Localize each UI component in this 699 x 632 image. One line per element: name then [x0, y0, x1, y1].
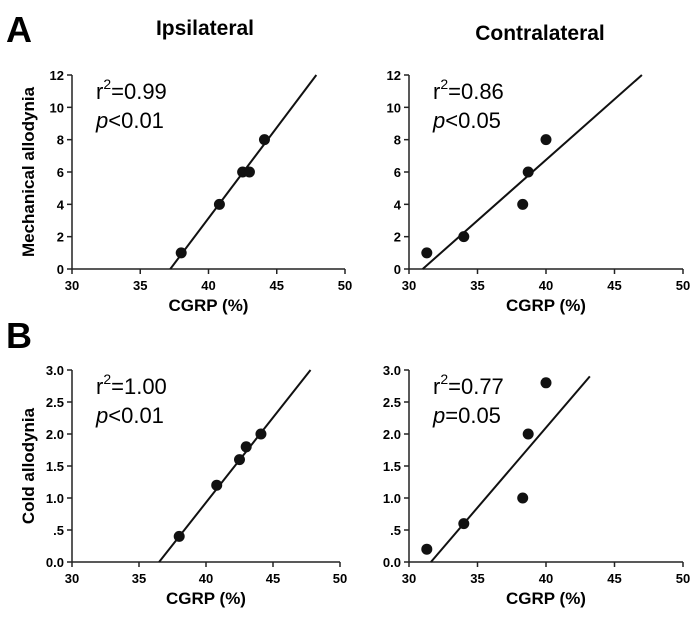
data-point: [240, 441, 252, 453]
data-point: [517, 198, 529, 210]
r-squared-label: r2=0.99: [96, 76, 167, 104]
x-tick-label: 45: [266, 571, 280, 586]
y-tick-label: 1.5: [46, 459, 64, 474]
data-point: [255, 428, 267, 440]
data-point: [421, 543, 433, 555]
y-tick-label: 2: [394, 230, 401, 245]
data-point: [458, 518, 470, 530]
y-tick-label: .5: [390, 523, 401, 538]
x-tick-label: 50: [676, 571, 690, 586]
data-point: [258, 134, 270, 146]
y-tick-label: 0: [57, 262, 64, 277]
y-tick-label: 3.0: [383, 363, 401, 378]
data-point: [211, 479, 223, 491]
data-point: [175, 247, 187, 259]
r-squared-label: r2=0.86: [433, 76, 504, 104]
x-tick-label: 30: [65, 278, 79, 293]
data-point: [540, 134, 552, 146]
y-tick-label: 10: [50, 100, 64, 115]
data-point: [421, 247, 433, 259]
y-tick-label: 3.0: [46, 363, 64, 378]
y-tick-label: 2.5: [383, 395, 401, 410]
x-tick-label: 35: [133, 278, 147, 293]
data-point: [517, 492, 529, 504]
p-value-label: p<0.05: [432, 108, 501, 133]
x-axis-label: CGRP (%): [506, 589, 586, 608]
y-tick-label: 12: [50, 68, 64, 83]
r-squared-label: r2=0.77: [433, 371, 504, 399]
x-tick-label: 30: [65, 571, 79, 586]
plot-mechanical-ipsilateral: 30 35 40 45 50 0 2 4 6 8 10 12 CGRP (%) Mechanical al…: [19, 68, 352, 315]
data-point: [234, 454, 245, 466]
x-tick-label: 50: [333, 571, 347, 586]
data-point: [522, 428, 534, 440]
x-tick-label: 35: [470, 278, 484, 293]
x-axis-label: CGRP (%): [166, 589, 246, 608]
p-value-label: p=0.05: [432, 403, 501, 428]
y-axis-label: Mechanical allodynia: [19, 86, 38, 257]
y-tick-label: 6: [57, 165, 64, 180]
regression-line: [430, 375, 591, 563]
x-tick-label: 50: [676, 278, 690, 293]
x-tick-label: 50: [338, 278, 352, 293]
column-title-ipsilateral: Ipsilateral: [156, 17, 254, 40]
y-tick-label: 2.0: [46, 427, 64, 442]
y-tick-label: 10: [387, 100, 401, 115]
x-tick-label: 40: [539, 571, 553, 586]
p-value-label: p<0.01: [95, 403, 164, 428]
data-point: [522, 166, 534, 178]
plot-cold-ipsilateral: 30 35 40 45 50 0.0 .5 1.0 1.5 2.0 2.5 3.0 CGRP (%) Co…: [19, 363, 347, 608]
y-tick-label: 4: [57, 197, 65, 212]
y-tick-label: 0: [394, 262, 401, 277]
regression-line: [158, 369, 312, 563]
y-tick-label: 12: [387, 68, 401, 83]
x-tick-label: 35: [132, 571, 146, 586]
y-axis-label: Cold allodynia: [19, 407, 38, 524]
data-point: [458, 231, 470, 243]
y-tick-label: 8: [394, 133, 401, 148]
y-tick-label: 2.5: [46, 395, 64, 410]
y-tick-label: 2.0: [383, 427, 401, 442]
column-title-contralateral: Contralateral: [475, 22, 605, 45]
x-axis-label: CGRP (%): [506, 296, 586, 315]
data-point: [243, 166, 255, 178]
x-tick-label: 40: [201, 278, 215, 293]
x-tick-label: 45: [607, 278, 621, 293]
data-point: [540, 377, 552, 389]
x-tick-label: 40: [539, 278, 553, 293]
x-tick-label: 30: [402, 278, 416, 293]
y-tick-label: 1.0: [383, 491, 401, 506]
plot-mechanical-contralateral: 30 35 40 45 50 0 2 4 6 8 10 12 CGRP (%) r2=0.86 p<0.05: [387, 68, 691, 315]
plot-cold-contralateral: 30 35 40 45 50 0.0 .5 1.0 1.5 2.0 2.5 3.0 CGRP (%) r2…: [383, 363, 690, 608]
y-tick-label: 1.5: [383, 459, 401, 474]
x-tick-label: 35: [470, 571, 484, 586]
x-tick-label: 45: [270, 278, 284, 293]
panel-letter-b: B: [6, 315, 32, 356]
y-tick-label: 0.0: [383, 555, 401, 570]
x-tick-label: 30: [402, 571, 416, 586]
x-tick-label: 45: [607, 571, 621, 586]
x-tick-label: 40: [199, 571, 213, 586]
panel-letter-a: A: [6, 9, 32, 50]
y-tick-label: .5: [53, 523, 64, 538]
r-squared-label: r2=1.00: [96, 371, 167, 399]
x-axis-label: CGRP (%): [169, 296, 249, 315]
y-tick-label: 1.0: [46, 491, 64, 506]
data-point: [173, 530, 185, 542]
y-tick-label: 6: [394, 165, 401, 180]
y-tick-label: 0.0: [46, 555, 64, 570]
p-value-label: p<0.01: [95, 108, 164, 133]
y-tick-label: 2: [57, 230, 64, 245]
data-point: [213, 198, 225, 210]
y-tick-label: 4: [394, 197, 402, 212]
y-tick-label: 8: [57, 133, 64, 148]
